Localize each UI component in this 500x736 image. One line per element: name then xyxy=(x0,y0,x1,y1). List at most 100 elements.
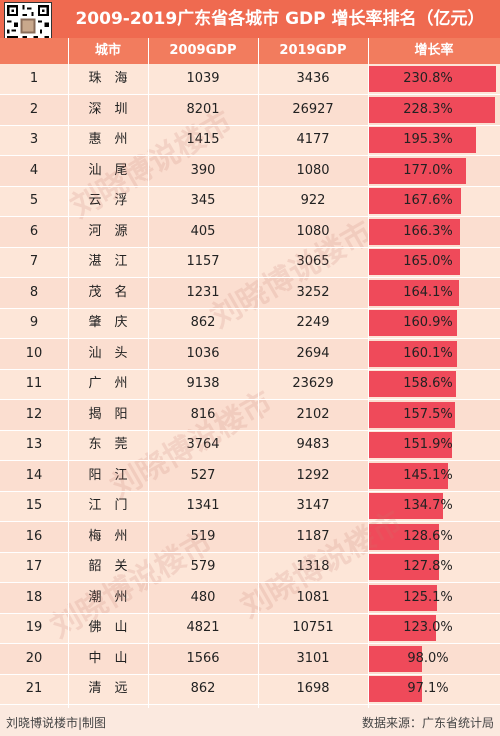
grid-line xyxy=(0,338,500,339)
city-cell: 韶 关 xyxy=(88,559,128,574)
table-row: 4 汕 尾 390 1080 177.0% xyxy=(0,155,500,186)
rank-cell: 18 xyxy=(25,589,43,605)
growth-label: 167.6% xyxy=(403,193,453,208)
header-gdp2009: 2009GDP xyxy=(169,43,237,58)
gdp2019-cell: 3436 xyxy=(296,71,330,86)
city-cell: 肇 庆 xyxy=(88,315,128,330)
gdp2009-cell: 1566 xyxy=(186,650,220,666)
grid-line xyxy=(0,277,500,278)
growth-bar xyxy=(368,462,449,489)
gdp2019-cell: 3252 xyxy=(296,284,330,300)
grid-line xyxy=(258,38,259,708)
grid-line xyxy=(0,460,500,461)
gdp2009-cell: 1231 xyxy=(186,284,220,300)
grid-line xyxy=(0,185,500,187)
gdp2019-cell: 2694 xyxy=(296,345,330,361)
growth-label: 157.5% xyxy=(403,406,453,422)
city-cell: 中 山 xyxy=(88,650,128,666)
table-row: 13 东 莞 3764 9483 151.9% xyxy=(0,430,500,460)
growth-bar xyxy=(368,676,422,702)
rank-cell: 19 xyxy=(25,620,43,635)
growth-label: 230.8% xyxy=(403,71,453,86)
gdp2009-cell: 8201 xyxy=(186,101,220,117)
footer: 刘晓博说楼市|制图 数据来源：广东省统计局 xyxy=(0,706,500,736)
growth-label: 97.1% xyxy=(407,681,449,696)
table-row: 21 清 远 862 1698 97.1% xyxy=(0,674,500,704)
city-cell: 潮 州 xyxy=(88,589,128,605)
rank-cell: 6 xyxy=(29,223,39,239)
grid-line xyxy=(68,38,69,708)
growth-label: 165.0% xyxy=(403,254,453,269)
growth-bar xyxy=(368,371,456,397)
growth-label: 166.3% xyxy=(403,223,453,239)
gdp2019-cell: 1080 xyxy=(296,223,330,239)
grid-line xyxy=(0,612,500,614)
rank-cell: 4 xyxy=(29,162,39,178)
growth-label: 228.3% xyxy=(403,101,453,117)
growth-label: 123.0% xyxy=(403,620,453,635)
city-cell: 湛 江 xyxy=(88,254,128,269)
table-row: 17 韶 关 579 1318 127.8% xyxy=(0,552,500,582)
growth-bar xyxy=(368,279,459,306)
table-row: 6 河 源 405 1080 166.3% xyxy=(0,216,500,247)
growth-bar xyxy=(368,188,461,214)
header-gdp2019: 2019GDP xyxy=(279,43,347,58)
footer-credit: 刘晓博说楼市|制图 xyxy=(6,716,107,730)
gdp2019-cell: 922 xyxy=(300,193,326,208)
rank-cell: 5 xyxy=(29,193,39,208)
gdp2009-cell: 1157 xyxy=(186,254,220,269)
header-rank xyxy=(0,38,68,64)
city-cell: 佛 山 xyxy=(88,620,128,635)
chart-title: 2009-2019广东省各城市 GDP 增长率排名（亿元） xyxy=(75,9,485,29)
gdp2009-cell: 862 xyxy=(190,681,216,696)
city-cell: 梅 州 xyxy=(88,528,128,544)
grid-line xyxy=(0,429,500,431)
growth-bar xyxy=(368,218,461,245)
gdp2019-cell: 23629 xyxy=(292,376,334,391)
table-row: 14 阳 江 527 1292 145.1% xyxy=(0,460,500,491)
rank-cell: 11 xyxy=(25,376,43,391)
grid-line xyxy=(0,673,500,675)
city-cell: 汕 头 xyxy=(88,345,128,361)
gdp2019-cell: 9483 xyxy=(296,437,330,452)
grid-line xyxy=(0,704,500,705)
gdp2019-cell: 2249 xyxy=(296,315,330,330)
growth-label: 127.8% xyxy=(403,559,453,574)
table-row: 18 潮 州 480 1081 125.1% xyxy=(0,582,500,613)
grid-line xyxy=(0,643,500,644)
gdp2019-cell: 4177 xyxy=(296,132,330,147)
city-cell: 阳 江 xyxy=(88,467,128,483)
table-row: 2 深 圳 8201 26927 228.3% xyxy=(0,94,500,125)
growth-label: 195.3% xyxy=(403,132,453,147)
footer-source: 数据来源：广东省统计局 xyxy=(361,716,494,730)
growth-label: 177.0% xyxy=(403,162,453,178)
growth-bar xyxy=(368,615,437,641)
rank-cell: 17 xyxy=(25,559,43,574)
gdp2009-cell: 1039 xyxy=(186,71,220,86)
rank-cell: 14 xyxy=(25,467,43,483)
growth-label: 125.1% xyxy=(403,589,453,605)
growth-label: 164.1% xyxy=(403,284,453,300)
table-row: 11 广 州 9138 23629 158.6% xyxy=(0,369,500,399)
grid-line xyxy=(0,124,500,126)
growth-bar xyxy=(368,310,458,336)
growth-bar xyxy=(368,493,443,519)
table-row: 1 珠 海 1039 3436 230.8% xyxy=(0,64,500,94)
growth-label: 134.7% xyxy=(403,498,453,513)
grid-line xyxy=(0,551,500,553)
rank-cell: 9 xyxy=(29,315,39,330)
gdp2019-cell: 1698 xyxy=(296,681,330,696)
table-row: 12 揭 阳 816 2102 157.5% xyxy=(0,399,500,430)
gdp2019-cell: 1080 xyxy=(296,162,330,178)
growth-bar xyxy=(368,432,453,458)
gdp2009-cell: 480 xyxy=(190,589,216,605)
table-row: 9 肇 庆 862 2249 160.9% xyxy=(0,308,500,338)
gdp2019-cell: 3147 xyxy=(296,498,330,513)
gdp2019-cell: 3101 xyxy=(296,650,330,666)
grid-line xyxy=(0,307,500,309)
table-row: 15 江 门 1341 3147 134.7% xyxy=(0,491,500,521)
table-row: 5 云 浮 345 922 167.6% xyxy=(0,186,500,216)
rank-cell: 12 xyxy=(25,406,43,422)
gdp2019-cell: 1292 xyxy=(296,467,330,483)
